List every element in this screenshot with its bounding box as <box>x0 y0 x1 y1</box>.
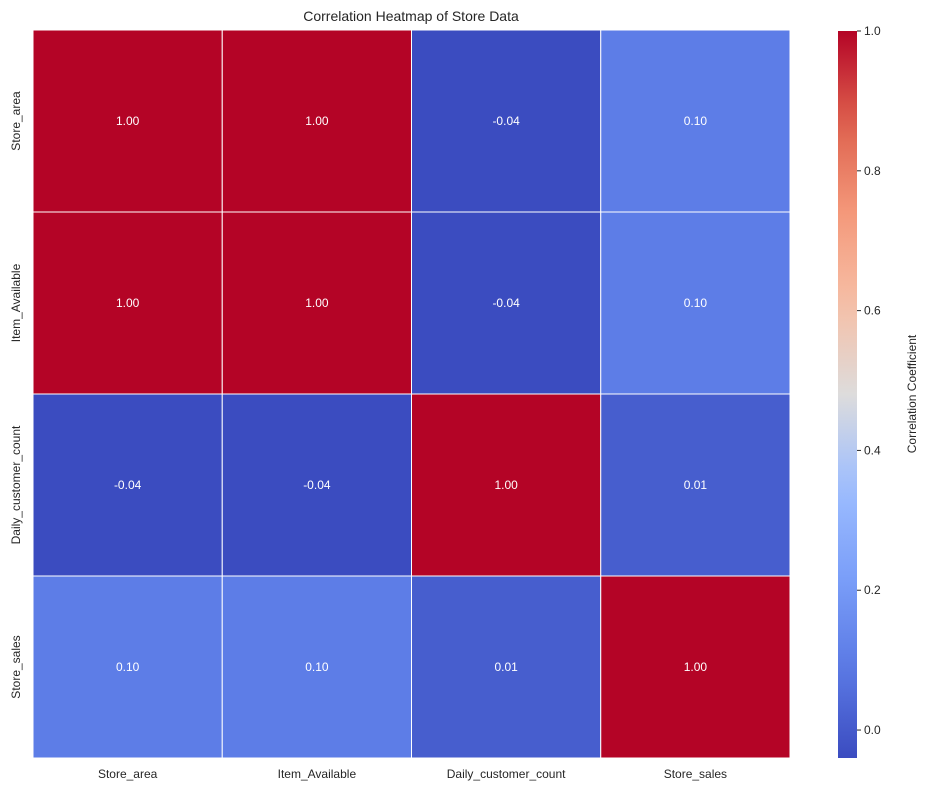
colorbar-tick-label: 1.0 <box>864 24 881 38</box>
cell-annotation: 0.01 <box>684 478 708 492</box>
x-tick-label: Store_area <box>98 767 158 781</box>
y-tick-label: Daily_customer_count <box>9 425 23 544</box>
cell-annotation: 1.00 <box>494 478 518 492</box>
heatmap-cell <box>32 211 223 395</box>
colorbar-label: Correlation Coefficient <box>905 334 919 453</box>
cell-annotation: 0.01 <box>494 660 518 674</box>
heatmap-cell <box>600 211 791 395</box>
chart-title: Correlation Heatmap of Store Data <box>303 8 519 24</box>
x-tick-label: Item_Available <box>278 767 357 781</box>
heatmap-cell <box>411 211 602 395</box>
colorbar-tick-label: 0.4 <box>864 443 881 457</box>
x-tick-label: Store_sales <box>664 767 727 781</box>
colorbar-tick-label: 0.8 <box>864 164 881 178</box>
y-tick-label: Store_sales <box>9 635 23 698</box>
cell-annotation: 0.10 <box>684 114 708 128</box>
cell-annotation: 1.00 <box>684 660 708 674</box>
colorbar <box>838 31 857 758</box>
y-tick-label: Store_area <box>9 91 23 151</box>
cell-annotation: 0.10 <box>684 296 708 310</box>
cell-annotation: -0.04 <box>492 296 520 310</box>
colorbar-tick-label: 0.2 <box>864 583 881 597</box>
heatmap-cell <box>600 393 791 577</box>
cell-annotation: 1.00 <box>116 296 140 310</box>
heatmap-cell <box>221 29 412 213</box>
heatmap-cell <box>411 29 602 213</box>
cell-annotation: -0.04 <box>492 114 520 128</box>
cell-annotation: 1.00 <box>116 114 140 128</box>
heatmap-cell <box>221 211 412 395</box>
cell-annotation: -0.04 <box>303 478 331 492</box>
cell-annotation: 1.00 <box>305 296 329 310</box>
x-tick-label: Daily_customer_count <box>447 767 566 781</box>
heatmap-cell <box>221 393 412 577</box>
heatmap-cell <box>600 29 791 213</box>
y-tick-label: Item_Available <box>9 263 23 342</box>
colorbar-tick-label: 0.6 <box>864 304 881 318</box>
x-axis-labels: Store_area Item_Available Daily_customer_c… <box>98 767 727 781</box>
colorbar-tick-label: 0.0 <box>864 723 881 737</box>
colorbar-ticks: 0.0 0.2 0.4 0.6 0.8 1.0 <box>857 24 881 737</box>
cell-annotation: 0.10 <box>305 660 329 674</box>
cell-annotation: 1.00 <box>305 114 329 128</box>
heatmap-cell <box>411 575 602 759</box>
heatmap-cells: 1.00 1.00 -0.04 0.10 1.00 1.00 -0.04 0.10 -0.04 -… <box>32 29 791 759</box>
cell-annotation: -0.04 <box>114 478 142 492</box>
y-axis-labels: Store_area Item_Available Daily_customer_c… <box>9 91 23 699</box>
heatmap-cell <box>221 575 412 759</box>
cell-annotation: 0.10 <box>116 660 140 674</box>
heatmap-cell <box>32 575 223 759</box>
heatmap-cell <box>32 29 223 213</box>
heatmap-cell <box>600 575 791 759</box>
